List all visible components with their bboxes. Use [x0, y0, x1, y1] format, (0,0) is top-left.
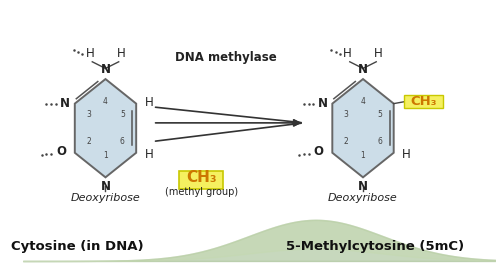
Text: Cytosine (in DNA): Cytosine (in DNA): [11, 240, 143, 253]
Text: H: H: [402, 148, 411, 161]
Text: CH₃: CH₃: [186, 170, 216, 185]
Text: N: N: [358, 180, 368, 193]
Text: CH₃: CH₃: [410, 95, 436, 108]
Text: H: H: [145, 96, 153, 109]
Text: H: H: [85, 47, 94, 60]
Text: 6: 6: [377, 137, 382, 146]
Text: 3: 3: [344, 110, 349, 119]
Text: H: H: [343, 47, 352, 60]
Text: N: N: [358, 63, 368, 76]
Text: O: O: [56, 145, 66, 158]
Text: N: N: [60, 97, 70, 110]
Text: 5: 5: [120, 110, 125, 119]
Text: 4: 4: [361, 97, 366, 106]
Text: 1: 1: [103, 151, 108, 160]
Text: 2: 2: [344, 137, 349, 146]
Text: 4: 4: [103, 97, 108, 106]
Text: O: O: [314, 145, 324, 158]
Text: Deoxyribose: Deoxyribose: [70, 193, 140, 203]
FancyBboxPatch shape: [179, 171, 223, 189]
Text: 5-Methylcytosine (5mC): 5-Methylcytosine (5mC): [286, 240, 464, 253]
Text: Deoxyribose: Deoxyribose: [328, 193, 398, 203]
Polygon shape: [332, 79, 394, 177]
Text: H: H: [374, 47, 383, 60]
Text: N: N: [317, 97, 327, 110]
Text: 3: 3: [86, 110, 91, 119]
Text: 6: 6: [120, 137, 125, 146]
Text: (methyl group): (methyl group): [165, 187, 238, 197]
Text: H: H: [145, 148, 153, 161]
Text: H: H: [117, 47, 125, 60]
Text: DNA methylase: DNA methylase: [175, 51, 277, 64]
Text: N: N: [101, 63, 111, 76]
Polygon shape: [75, 79, 136, 177]
Text: 1: 1: [361, 151, 366, 160]
Text: N: N: [101, 180, 111, 193]
FancyBboxPatch shape: [404, 95, 443, 108]
Text: 5: 5: [377, 110, 382, 119]
Text: 2: 2: [86, 137, 91, 146]
